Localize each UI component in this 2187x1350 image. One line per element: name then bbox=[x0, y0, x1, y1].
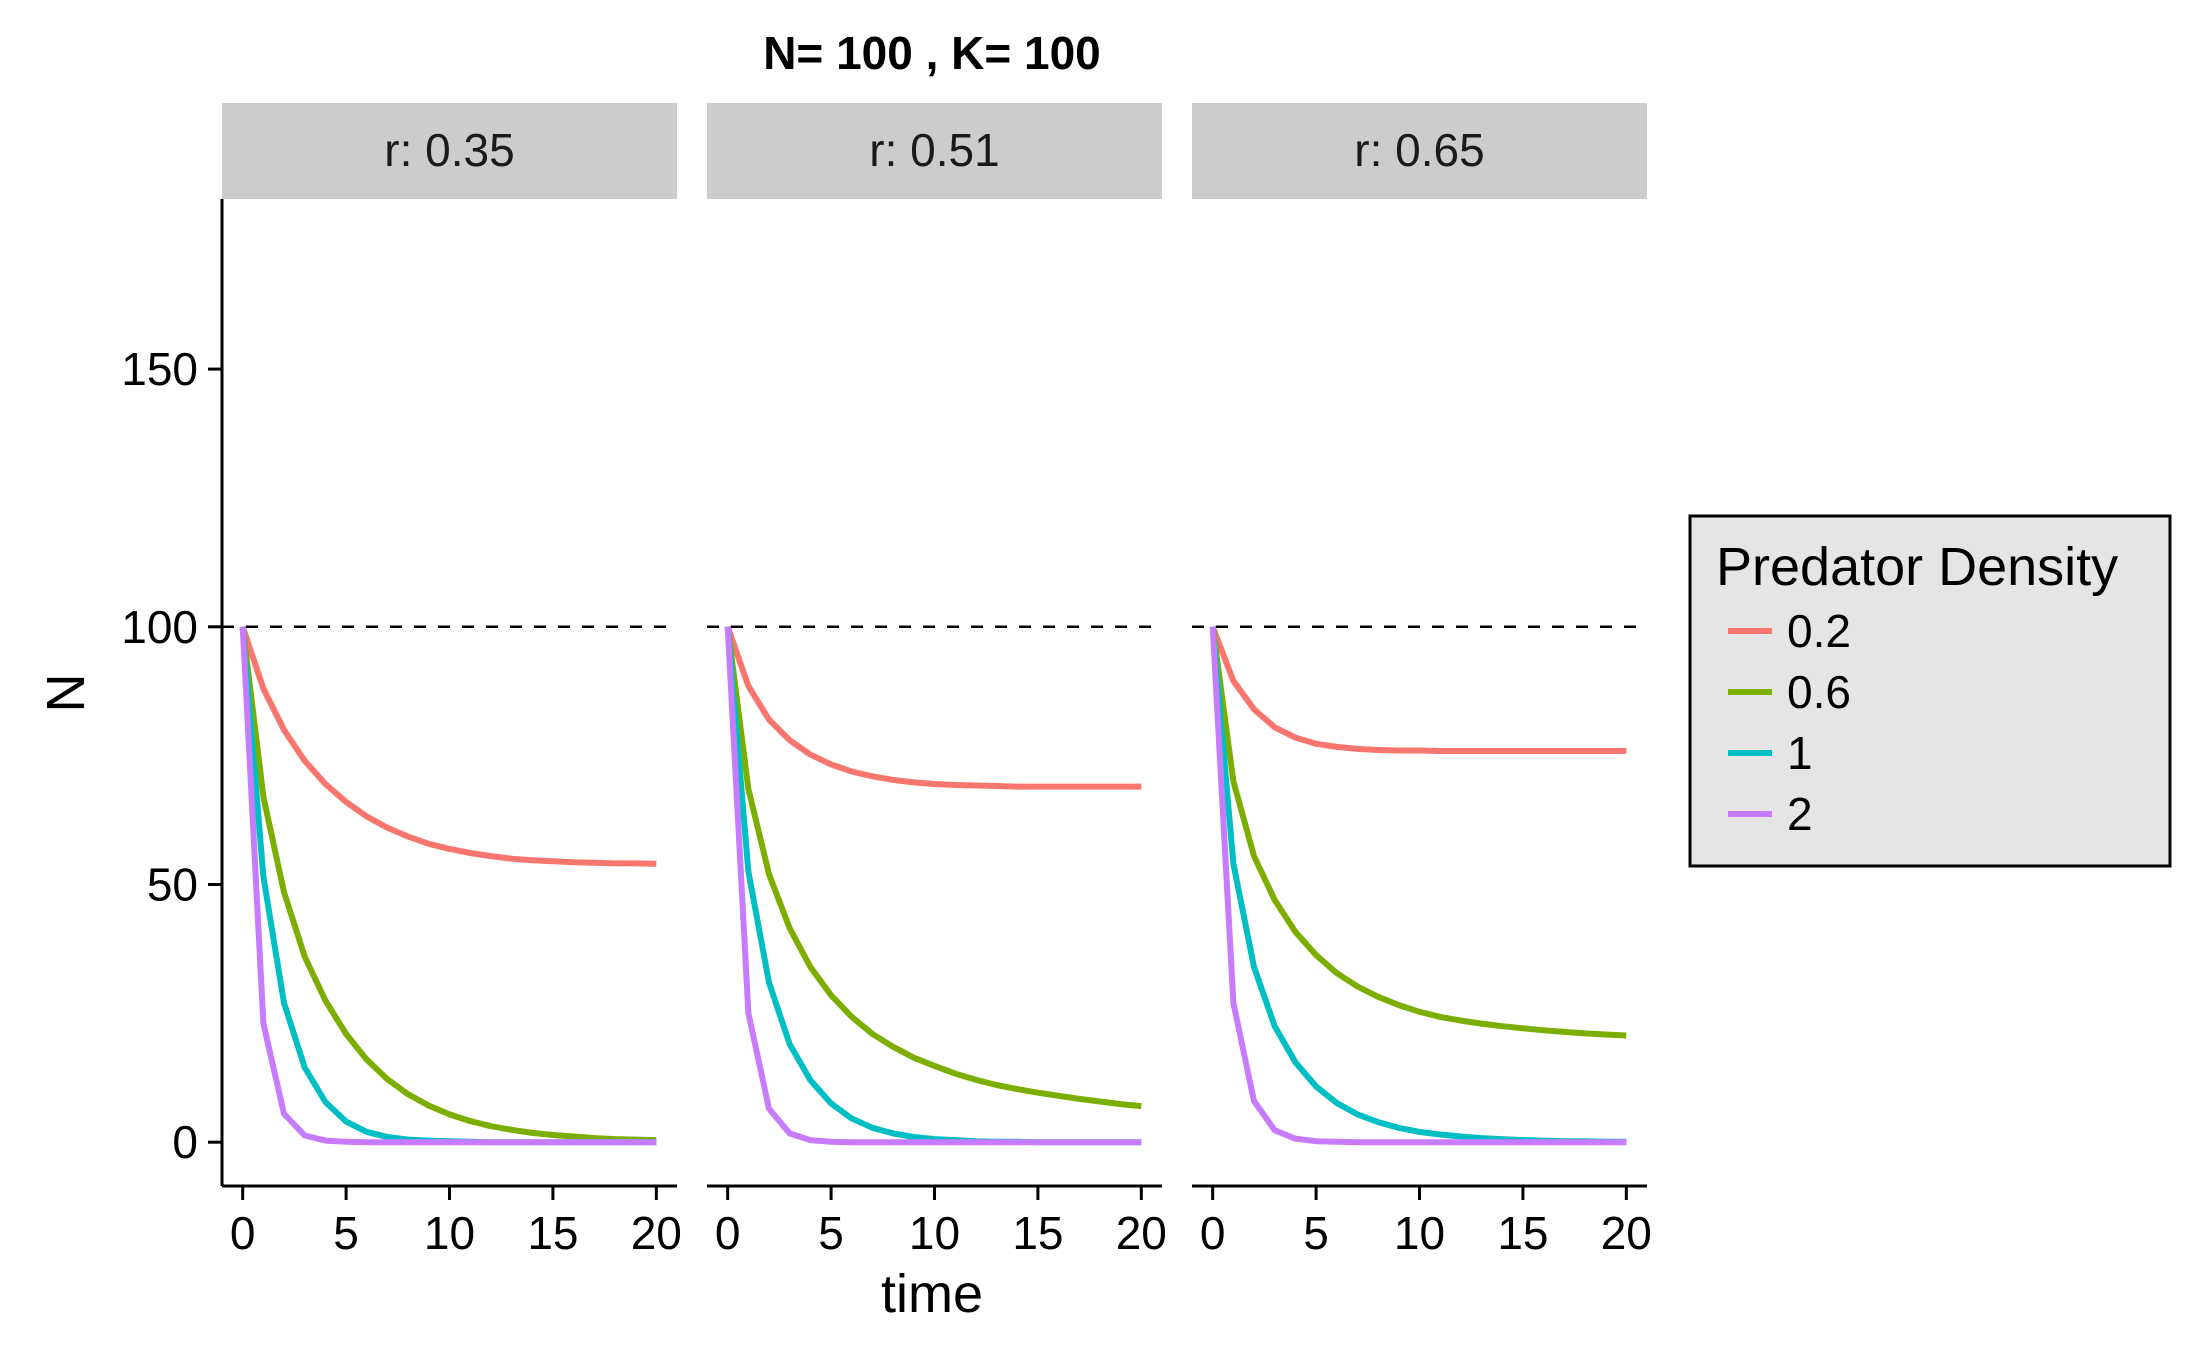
facet-strip-label: r: 0.35 bbox=[384, 124, 514, 176]
legend-entry-label: 2 bbox=[1787, 788, 1813, 840]
series-line-2 bbox=[724, 626, 1142, 1146]
y-tick-label: 0 bbox=[172, 1116, 198, 1168]
legend-entries: 0.2 0.6 1 2 bbox=[1728, 605, 1851, 840]
x-tick-label: 0 bbox=[1200, 1207, 1226, 1259]
x-tick-label: 10 bbox=[909, 1207, 960, 1259]
facet-panel: r: 0.35 0 50 100 150 0 5 10 15 20 bbox=[121, 103, 682, 1259]
y-tick-label: 150 bbox=[121, 343, 198, 395]
facet-strip bbox=[707, 103, 1162, 199]
series-line-0-6 bbox=[724, 626, 1142, 1110]
x-tick-label: 5 bbox=[1303, 1207, 1329, 1259]
x-tick-label: 0 bbox=[230, 1207, 256, 1259]
x-tick-label: 20 bbox=[1601, 1207, 1652, 1259]
facet-strip bbox=[1192, 103, 1647, 199]
legend-entry-label: 0.6 bbox=[1787, 666, 1851, 718]
x-tick-label: 15 bbox=[1012, 1207, 1063, 1259]
x-tick-label: 10 bbox=[424, 1207, 475, 1259]
x-tick-label: 15 bbox=[527, 1207, 578, 1259]
facet-strip-label: r: 0.51 bbox=[869, 124, 999, 176]
series-line-1 bbox=[1209, 626, 1627, 1145]
series-line-0-2 bbox=[239, 625, 657, 867]
y-axis-title: N bbox=[36, 674, 96, 713]
series-line-2 bbox=[1209, 626, 1627, 1146]
x-tick-label: 10 bbox=[1394, 1207, 1445, 1259]
facet-strip bbox=[222, 103, 677, 199]
x-tick-label: 5 bbox=[818, 1207, 844, 1259]
y-tick-label: 50 bbox=[147, 858, 198, 910]
x-tick-label: 20 bbox=[1116, 1207, 1167, 1259]
series-line-2 bbox=[239, 626, 657, 1146]
legend-entry-label: 0.2 bbox=[1787, 605, 1851, 657]
x-tick-label: 5 bbox=[333, 1207, 359, 1259]
series-line-0-6 bbox=[239, 626, 657, 1144]
x-tick-label: 0 bbox=[715, 1207, 741, 1259]
x-tick-label: 15 bbox=[1497, 1207, 1548, 1259]
facet-strip-label: r: 0.65 bbox=[1354, 124, 1484, 176]
x-tick-label: 20 bbox=[631, 1207, 682, 1259]
series-line-0-6 bbox=[1209, 626, 1627, 1039]
legend-title: Predator Density bbox=[1716, 537, 2118, 597]
series-line-0-2 bbox=[724, 625, 1142, 790]
chart-title: N= 100 , K= 100 bbox=[763, 27, 1101, 79]
y-tick-label: 100 bbox=[121, 601, 198, 653]
series-line-1 bbox=[239, 626, 657, 1146]
facet-panel: r: 0.51 0 5 10 15 20 bbox=[707, 103, 1167, 1259]
series-line-0-2 bbox=[1209, 625, 1627, 754]
legend-entry-label: 1 bbox=[1787, 727, 1813, 779]
legend: Predator Density 0.2 0.6 1 2 bbox=[1688, 514, 2172, 868]
facet-panel: r: 0.65 0 5 10 15 20 bbox=[1192, 103, 1652, 1259]
x-axis-title: time bbox=[881, 1264, 983, 1324]
